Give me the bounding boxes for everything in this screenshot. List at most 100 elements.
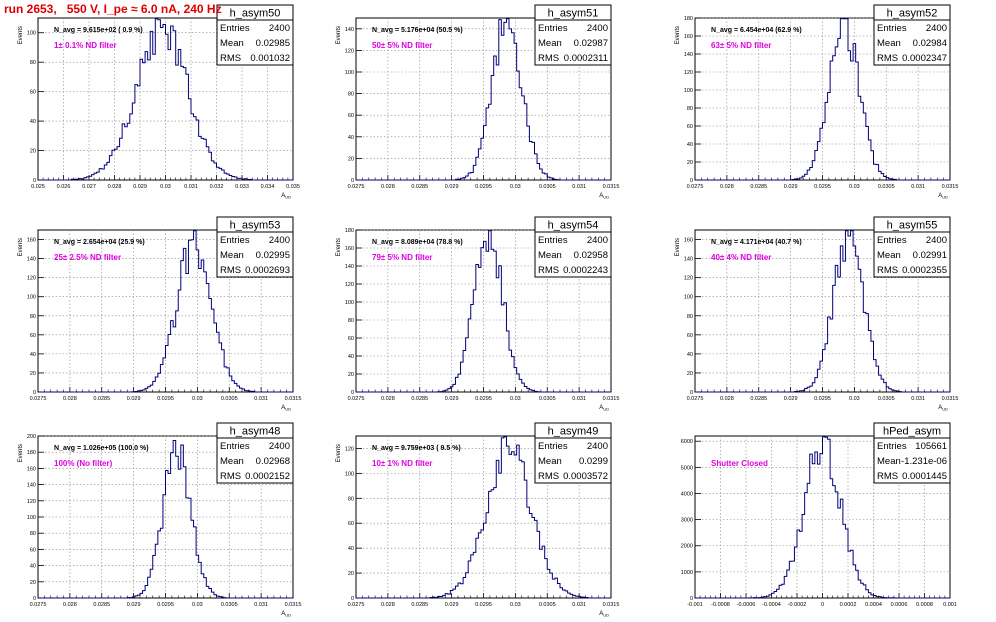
- y-tick-label: 20: [30, 371, 36, 377]
- stats-value: 0.0002347: [902, 53, 947, 64]
- filter-label: 25± 2.5% ND filter: [54, 253, 121, 262]
- stats-value: 0.001032: [250, 53, 290, 64]
- x-tick-label: 0.0004: [865, 602, 882, 608]
- histogram-panel-h_asym54: 0.0275 0.028 0.0285 0.029 0.0295 0.03 0.0305 0.…: [336, 216, 620, 412]
- filter-label: 1± 0.1% ND filter: [54, 41, 117, 50]
- stats-value: 0.02987: [574, 38, 608, 49]
- x-tick-label: 0.028: [720, 184, 734, 190]
- stats-box: [873, 437, 951, 484]
- x-tick-label: 0.0305: [539, 602, 556, 608]
- stats-box: [873, 231, 951, 278]
- stats-value: 0.0002152: [245, 471, 290, 482]
- navg-label: N_avg = 6.454e+04 (62.9 %): [711, 27, 802, 34]
- stats-value: 105661: [915, 441, 947, 452]
- stats-label: RMS: [220, 265, 241, 276]
- y-tick-label: 100: [345, 70, 354, 76]
- stats-value: 0.0002243: [563, 265, 608, 276]
- stats-value: 0.0299: [579, 456, 608, 467]
- y-tick-label: 100: [684, 295, 693, 301]
- x-tick-label: 0.0315: [942, 396, 959, 402]
- x-tick-label: 0.0295: [475, 396, 492, 402]
- stats-label: RMS: [538, 53, 559, 64]
- y-tick-label: 120: [684, 70, 693, 76]
- x-tick-label: 0.029: [445, 396, 459, 402]
- y-tick-label: 60: [687, 333, 693, 339]
- stats-title: h_asym51: [548, 8, 599, 20]
- x-tick-label: 0.0295: [475, 602, 492, 608]
- y-tick-label: 140: [345, 27, 354, 33]
- y-axis-label: Events: [336, 444, 342, 462]
- y-tick-label: 60: [348, 113, 354, 119]
- stats-label: Entries: [877, 441, 907, 452]
- histogram-panel-h_asym50: 0.025 0.026 0.027 0.028 0.029 0.03 0.031 0.032 0…: [18, 4, 300, 200]
- y-tick-label: 80: [687, 314, 693, 320]
- y-tick-label: 60: [348, 336, 354, 342]
- histogram-panel-h_asym51: 0.0275 0.028 0.0285 0.029 0.0295 0.03 0.0305 0.…: [336, 4, 619, 200]
- y-tick-label: 180: [684, 16, 693, 22]
- stats-label: Mean: [538, 456, 562, 467]
- stats-label: Mean: [877, 38, 901, 49]
- x-tick-label: 0.0006: [891, 602, 908, 608]
- x-tick-label: 0.031: [572, 396, 586, 402]
- stats-value: 0.02991: [913, 250, 947, 261]
- filter-label: Shutter Closed: [711, 459, 768, 468]
- histogram-panel-h_asym52: 0.0275 0.028 0.0285 0.029 0.0295 0.03 0.0305 0.…: [675, 4, 958, 200]
- x-tick-label: 0.0315: [603, 602, 620, 608]
- x-tick-label: 0.031: [572, 602, 586, 608]
- x-tick-label: -0.0006: [737, 602, 756, 608]
- stats-label: Entries: [220, 23, 250, 34]
- y-tick-label: 140: [684, 52, 693, 58]
- y-axis-label: Events: [336, 238, 342, 256]
- x-tick-label: 0.03: [160, 184, 171, 190]
- y-tick-label: 100: [345, 300, 354, 306]
- y-tick-label: 120: [345, 48, 354, 54]
- y-tick-label: 0: [351, 178, 354, 184]
- stats-label: RMS: [220, 471, 241, 482]
- x-tick-label: 0.0315: [603, 396, 620, 402]
- y-tick-label: 80: [687, 106, 693, 112]
- x-tick-label: 0.029: [784, 396, 798, 402]
- x-axis-label: AUD: [599, 611, 609, 618]
- x-tick-label: 0.035: [286, 184, 300, 190]
- x-tick-label: 0.031: [254, 602, 268, 608]
- x-tick-label: 0.0305: [539, 396, 556, 402]
- stats-title: h_asym54: [548, 220, 599, 232]
- stats-value: 0.02968: [256, 456, 290, 467]
- x-tick-label: -0.0002: [788, 602, 807, 608]
- x-tick-label: 0.0275: [30, 396, 47, 402]
- x-tick-label: 0.0008: [916, 602, 933, 608]
- y-tick-label: 180: [27, 450, 36, 456]
- y-tick-label: 60: [30, 90, 36, 96]
- y-axis-label: Events: [18, 26, 24, 44]
- stats-label: Entries: [538, 235, 568, 246]
- stats-title: hPed_asym: [883, 426, 941, 438]
- y-tick-label: 60: [30, 333, 36, 339]
- x-tick-label: 0.03: [510, 396, 521, 402]
- y-tick-label: 140: [684, 257, 693, 263]
- x-tick-label: 0.031: [572, 184, 586, 190]
- filter-label: 40± 4% ND filter: [711, 253, 771, 262]
- x-tick-label: 0.031: [911, 184, 925, 190]
- stats-value: 0.02958: [574, 250, 608, 261]
- y-tick-label: 3000: [681, 518, 693, 524]
- y-tick-label: 140: [27, 483, 36, 489]
- stats-box: [873, 19, 951, 66]
- x-tick-label: 0.029: [445, 184, 459, 190]
- y-tick-label: 20: [687, 371, 693, 377]
- x-tick-label: 0.0305: [539, 184, 556, 190]
- filter-label: 63± 5% ND filter: [711, 41, 771, 50]
- x-tick-label: 0.028: [381, 602, 395, 608]
- stats-label: Mean: [877, 250, 901, 261]
- histogram-line: [695, 18, 950, 181]
- x-tick-label: 0.0285: [750, 184, 767, 190]
- stats-label: Entries: [220, 235, 250, 246]
- stats-title: h_asym48: [230, 426, 281, 438]
- y-tick-label: 200: [27, 434, 36, 440]
- y-tick-label: 20: [30, 580, 36, 586]
- y-axis-label: Events: [18, 238, 24, 256]
- stats-value: 0.02995: [256, 250, 290, 261]
- stats-title: h_asym55: [887, 220, 938, 232]
- histogram-panel-hPed_asym: -0.001 -0.0008 -0.0006 -0.0004 -0.0002 0 0.000…: [681, 422, 957, 608]
- stats-box: [216, 231, 294, 278]
- y-tick-label: 100: [345, 471, 354, 477]
